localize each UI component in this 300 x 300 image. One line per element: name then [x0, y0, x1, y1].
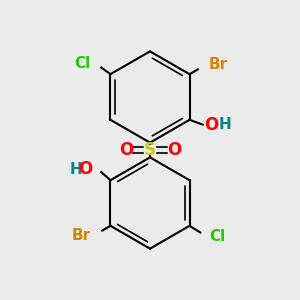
Text: Br: Br — [72, 228, 91, 243]
Text: S: S — [144, 141, 156, 159]
Text: Cl: Cl — [75, 56, 91, 70]
Text: H: H — [69, 162, 82, 177]
Text: O: O — [78, 160, 92, 178]
Text: H: H — [218, 117, 231, 132]
Text: Br: Br — [209, 57, 228, 72]
Text: Cl: Cl — [209, 230, 225, 244]
Text: O: O — [205, 116, 219, 134]
Text: O: O — [167, 141, 181, 159]
Text: O: O — [119, 141, 133, 159]
